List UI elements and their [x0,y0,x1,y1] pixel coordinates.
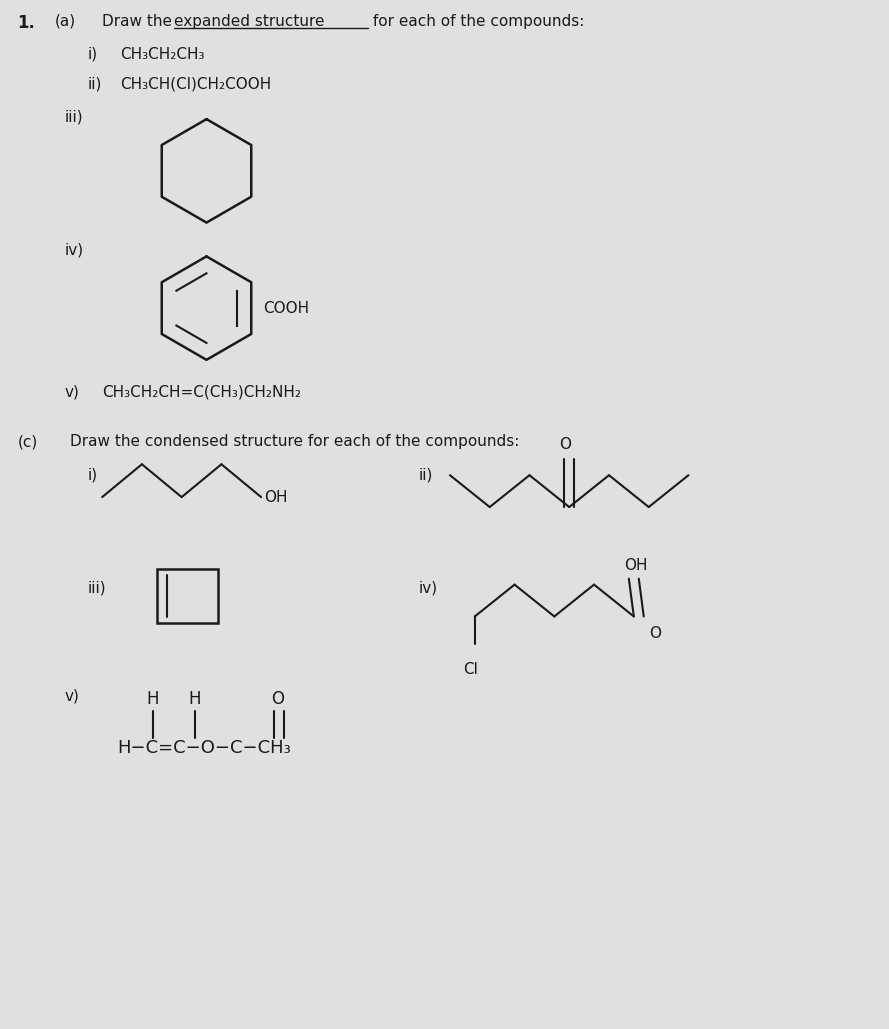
Text: ii): ii) [87,76,101,92]
Text: Cl: Cl [463,663,477,677]
Text: ii): ii) [418,467,433,483]
Text: OH: OH [624,558,647,573]
Text: CH₃CH₂CH₃: CH₃CH₂CH₃ [120,46,204,62]
Bar [156,569,219,624]
Text: (c): (c) [18,434,38,450]
Text: (a): (a) [54,13,76,29]
Text: O: O [649,627,661,641]
Text: expanded structure: expanded structure [173,13,324,29]
Text: Draw the condensed structure for each of the compounds:: Draw the condensed structure for each of… [70,434,520,450]
Text: 1.: 1. [18,13,36,32]
Text: CH₃CH₂CH=C(CH₃)CH₂NH₂: CH₃CH₂CH=C(CH₃)CH₂NH₂ [102,385,301,399]
Text: O: O [271,690,284,708]
Text: iv): iv) [64,243,84,257]
Text: v): v) [64,688,79,703]
Text: iii): iii) [87,580,106,596]
Text: iii): iii) [64,109,83,125]
Text: COOH: COOH [263,301,309,316]
Text: v): v) [64,385,79,399]
Text: H−C=C−O−C−CH₃: H−C=C−O−C−CH₃ [117,739,291,756]
Text: H: H [147,690,159,708]
Text: for each of the compounds:: for each of the compounds: [368,13,585,29]
Text: Draw the: Draw the [102,13,177,29]
Text: OH: OH [264,490,288,505]
Text: O: O [559,437,572,453]
Text: i): i) [87,46,98,62]
Text: i): i) [87,467,98,483]
Text: CH₃CH(Cl)CH₂COOH: CH₃CH(Cl)CH₂COOH [120,76,271,92]
Text: H: H [188,690,201,708]
Text: iv): iv) [418,580,437,596]
